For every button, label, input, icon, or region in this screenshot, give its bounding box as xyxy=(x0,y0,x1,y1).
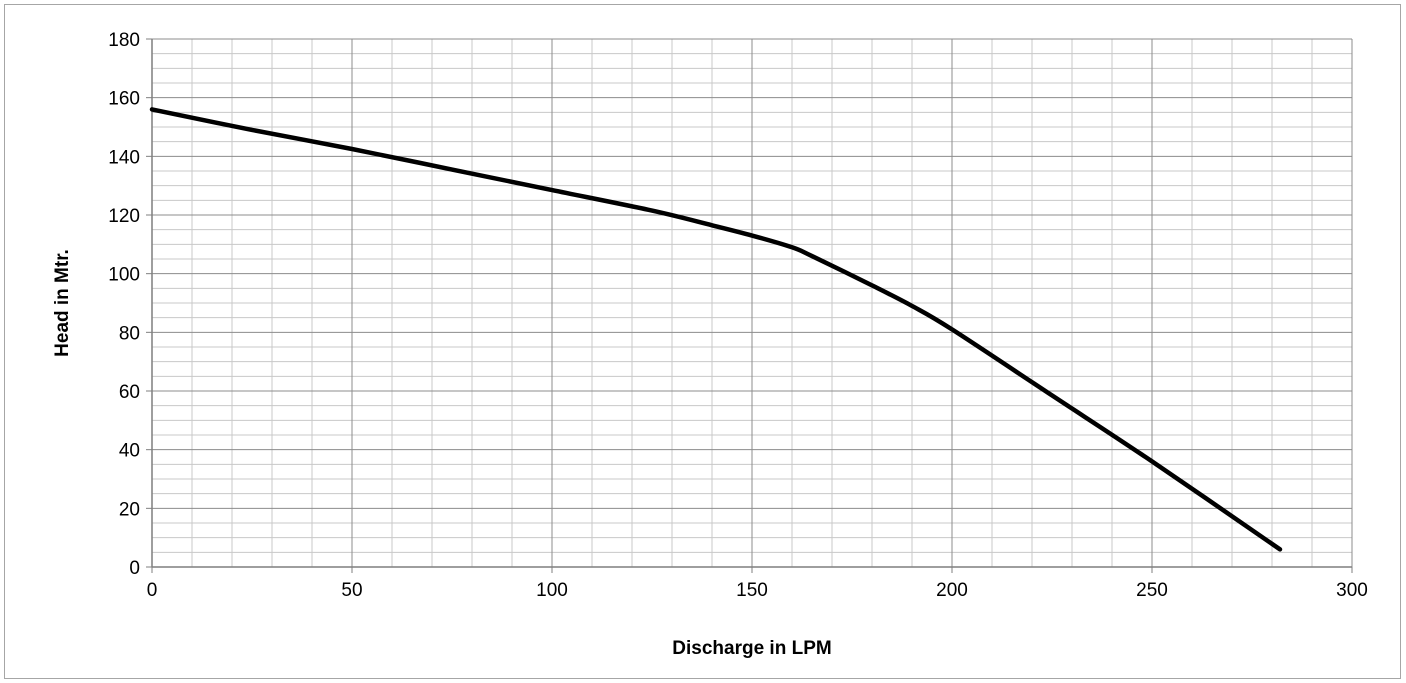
y-tick-label: 160 xyxy=(108,89,140,110)
y-tick-label: 120 xyxy=(108,206,140,227)
axes xyxy=(146,38,1353,573)
y-tick-label: 180 xyxy=(108,30,140,51)
x-tick-label: 50 xyxy=(341,580,362,601)
x-tick-labels: 0 50 100 150 200 250 300 xyxy=(147,580,1368,601)
series-line xyxy=(149,107,1283,552)
y-tick-label: 0 xyxy=(129,558,140,579)
x-tick-label: 150 xyxy=(736,580,768,601)
y-tick-label: 80 xyxy=(119,323,140,344)
y-tick-label: 140 xyxy=(108,147,140,168)
y-tick-label: 20 xyxy=(119,499,140,520)
x-tick-label: 0 xyxy=(147,580,158,601)
y-tick-labels: 0 20 40 60 80 100 120 140 160 180 xyxy=(108,30,140,579)
y-axis-title: Head in Mtr. xyxy=(52,249,73,357)
x-tick-label: 300 xyxy=(1336,580,1368,601)
x-tick-label: 100 xyxy=(536,580,568,601)
x-axis-title: Discharge in LPM xyxy=(672,638,831,659)
x-tick-label: 200 xyxy=(936,580,968,601)
y-tick-label: 60 xyxy=(119,382,140,403)
y-tick-label: 100 xyxy=(108,265,140,286)
x-tick-label: 250 xyxy=(1136,580,1168,601)
y-tick-label: 40 xyxy=(119,441,140,462)
series xyxy=(149,107,1283,552)
